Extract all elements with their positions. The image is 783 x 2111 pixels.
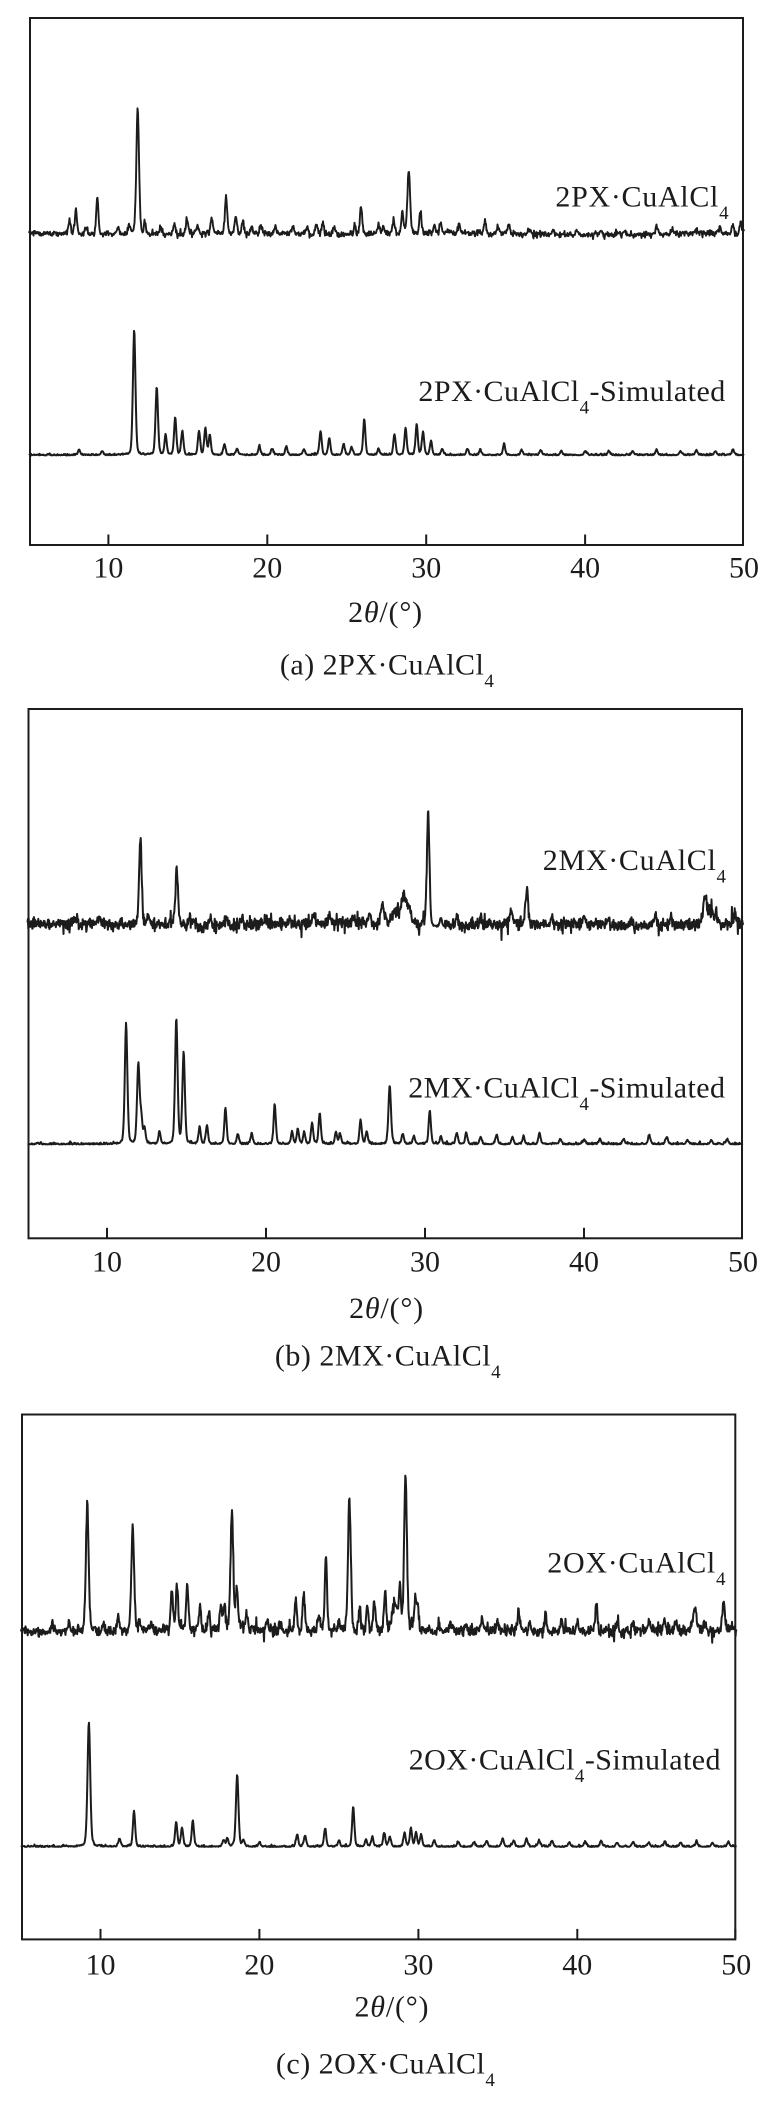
- svg-text:2θ/(°): 2θ/(°): [354, 1991, 429, 2024]
- svg-text:40: 40: [569, 1246, 599, 1279]
- svg-text:2PX·CuAlCl4: 2PX·CuAlCl4: [555, 180, 729, 224]
- svg-text:30: 30: [410, 1246, 440, 1279]
- svg-text:50: 50: [729, 552, 759, 585]
- svg-text:40: 40: [562, 1949, 592, 1982]
- svg-text:30: 30: [403, 1949, 433, 1982]
- svg-text:20: 20: [252, 552, 282, 585]
- svg-text:2MX·CuAlCl4-Simulated: 2MX·CuAlCl4-Simulated: [408, 1071, 725, 1115]
- svg-text:(c) 2OX·CuAlCl4: (c) 2OX·CuAlCl4: [276, 2048, 495, 2092]
- svg-text:(b) 2MX·CuAlCl4: (b) 2MX·CuAlCl4: [275, 1340, 501, 1384]
- svg-text:2θ/(°): 2θ/(°): [348, 596, 423, 629]
- svg-text:2θ/(°): 2θ/(°): [349, 1292, 424, 1325]
- svg-text:(a) 2PX·CuAlCl4: (a) 2PX·CuAlCl4: [280, 649, 495, 693]
- svg-text:50: 50: [728, 1246, 758, 1279]
- svg-text:2OX·CuAlCl4: 2OX·CuAlCl4: [547, 1547, 726, 1591]
- svg-text:50: 50: [721, 1949, 751, 1982]
- svg-text:2PX·CuAlCl4-Simulated: 2PX·CuAlCl4-Simulated: [418, 375, 725, 419]
- svg-text:10: 10: [86, 1949, 116, 1982]
- svg-text:10: 10: [92, 1246, 122, 1279]
- svg-text:30: 30: [411, 552, 441, 585]
- svg-text:2MX·CuAlCl4: 2MX·CuAlCl4: [543, 844, 727, 888]
- svg-text:20: 20: [251, 1246, 281, 1279]
- svg-text:40: 40: [570, 552, 600, 585]
- svg-text:10: 10: [93, 552, 123, 585]
- svg-text:2OX·CuAlCl4-Simulated: 2OX·CuAlCl4-Simulated: [409, 1744, 721, 1788]
- svg-text:20: 20: [244, 1949, 274, 1982]
